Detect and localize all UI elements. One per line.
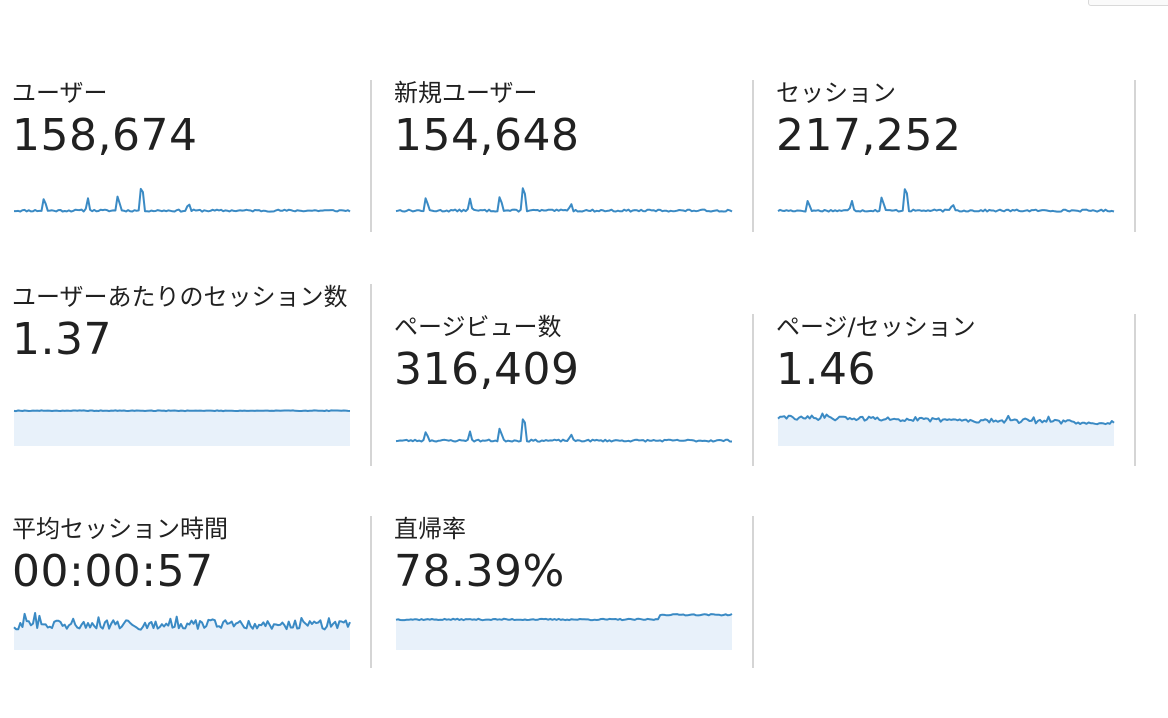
column-divider [1134,314,1136,466]
sparkline-line [395,187,733,213]
sparkline-area [778,413,1114,446]
metric-label: ユーザーあたりのセッション数 [12,283,348,311]
metric-label: ユーザー [12,79,108,107]
sparkline-line [13,409,351,413]
sparkline [777,412,1115,446]
column-divider [752,314,754,466]
metric-pages-per-session[interactable]: ページ/セッション 1.46 [776,312,1116,446]
metric-sessions-per-user[interactable]: ユーザーあたりのセッション数 1.37 [12,282,352,446]
sparkline [395,187,733,213]
sparkline-line [395,613,733,622]
metric-value: 158,674 [12,110,198,161]
sparkline-area [396,614,732,650]
sparkline [13,409,351,446]
column-divider [370,80,372,232]
metric-label: ページビュー数 [394,313,562,341]
sparkline-area [14,410,350,446]
sparkline [13,612,351,650]
metric-users[interactable]: ユーザー 158,674 [12,78,352,213]
sparkline-line [14,187,351,213]
metric-label: セッション [776,79,896,107]
metric-label: ページ/セッション [776,313,976,341]
metric-value: 1.46 [776,344,876,395]
metric-avg-session-duration[interactable]: 平均セッション時間 00:00:57 [12,514,352,650]
metric-value: 154,648 [394,110,580,161]
sparkline [395,613,733,650]
top-right-tab[interactable] [1088,0,1168,6]
sparkline [395,418,732,443]
metric-pageviews[interactable]: ページビュー数 316,409 [394,312,734,443]
metric-label: 平均セッション時間 [12,515,228,543]
sparkline-line [395,418,732,443]
sparkline-area [14,613,350,650]
metric-label: 直帰率 [394,515,466,543]
sparkline-line [777,412,1115,426]
metric-label: 新規ユーザー [394,79,538,107]
column-divider [1134,80,1136,232]
column-divider [752,516,754,668]
column-divider [752,80,754,232]
sparkline-line [777,188,1115,213]
metric-value: 78.39% [394,546,565,597]
metric-value: 217,252 [776,110,962,161]
sparkline [777,188,1115,213]
column-divider [370,516,372,668]
metric-value: 00:00:57 [12,546,214,597]
sparkline-line [13,612,351,631]
metric-new-users[interactable]: 新規ユーザー 154,648 [394,78,734,213]
metric-value: 1.37 [12,314,112,365]
sparkline [14,187,351,213]
metric-value: 316,409 [394,344,580,395]
metric-bounce-rate[interactable]: 直帰率 78.39% [394,514,734,650]
column-divider [370,284,372,466]
metric-sessions[interactable]: セッション 217,252 [776,78,1116,213]
